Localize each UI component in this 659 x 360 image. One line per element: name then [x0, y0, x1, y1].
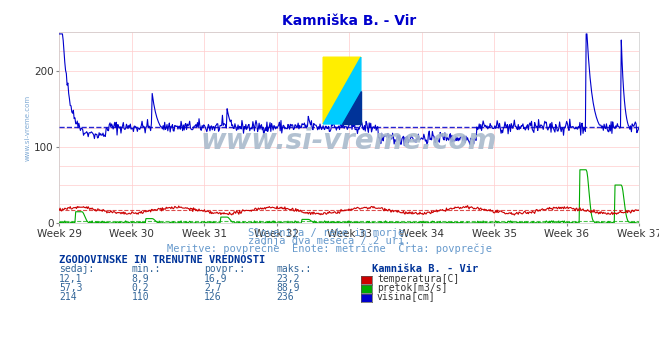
Text: 110: 110: [132, 292, 150, 302]
Polygon shape: [342, 91, 361, 124]
Text: 23,2: 23,2: [277, 274, 301, 284]
Text: 88,9: 88,9: [277, 283, 301, 293]
Text: 214: 214: [59, 292, 77, 302]
Text: sedaj:: sedaj:: [59, 264, 94, 274]
Text: 126: 126: [204, 292, 222, 302]
Text: Slovenija / reke in morje.: Slovenija / reke in morje.: [248, 228, 411, 238]
Polygon shape: [323, 57, 361, 124]
Text: Kamniška B. - Vir: Kamniška B. - Vir: [372, 264, 478, 274]
Text: maks.:: maks.:: [277, 264, 312, 274]
Text: min.:: min.:: [132, 264, 161, 274]
Text: www.si-vreme.com: www.si-vreme.com: [24, 95, 30, 161]
Text: 8,9: 8,9: [132, 274, 150, 284]
Text: pretok[m3/s]: pretok[m3/s]: [377, 283, 447, 293]
Text: temperatura[C]: temperatura[C]: [377, 274, 459, 284]
Text: povpr.:: povpr.:: [204, 264, 245, 274]
Polygon shape: [323, 57, 361, 124]
Text: ZGODOVINSKE IN TRENUTNE VREDNOSTI: ZGODOVINSKE IN TRENUTNE VREDNOSTI: [59, 255, 266, 265]
Text: zadnja dva meseca / 2 uri.: zadnja dva meseca / 2 uri.: [248, 236, 411, 246]
Text: 12,1: 12,1: [59, 274, 83, 284]
Text: Meritve: povprečne  Enote: metrične  Črta: povprečje: Meritve: povprečne Enote: metrične Črta:…: [167, 242, 492, 255]
Title: Kamniška B. - Vir: Kamniška B. - Vir: [282, 14, 416, 28]
Text: 236: 236: [277, 292, 295, 302]
Text: 16,9: 16,9: [204, 274, 228, 284]
Text: 57,3: 57,3: [59, 283, 83, 293]
Text: višina[cm]: višina[cm]: [377, 292, 436, 302]
Text: www.si-vreme.com: www.si-vreme.com: [201, 127, 498, 155]
Text: 2,7: 2,7: [204, 283, 222, 293]
Text: 0,2: 0,2: [132, 283, 150, 293]
